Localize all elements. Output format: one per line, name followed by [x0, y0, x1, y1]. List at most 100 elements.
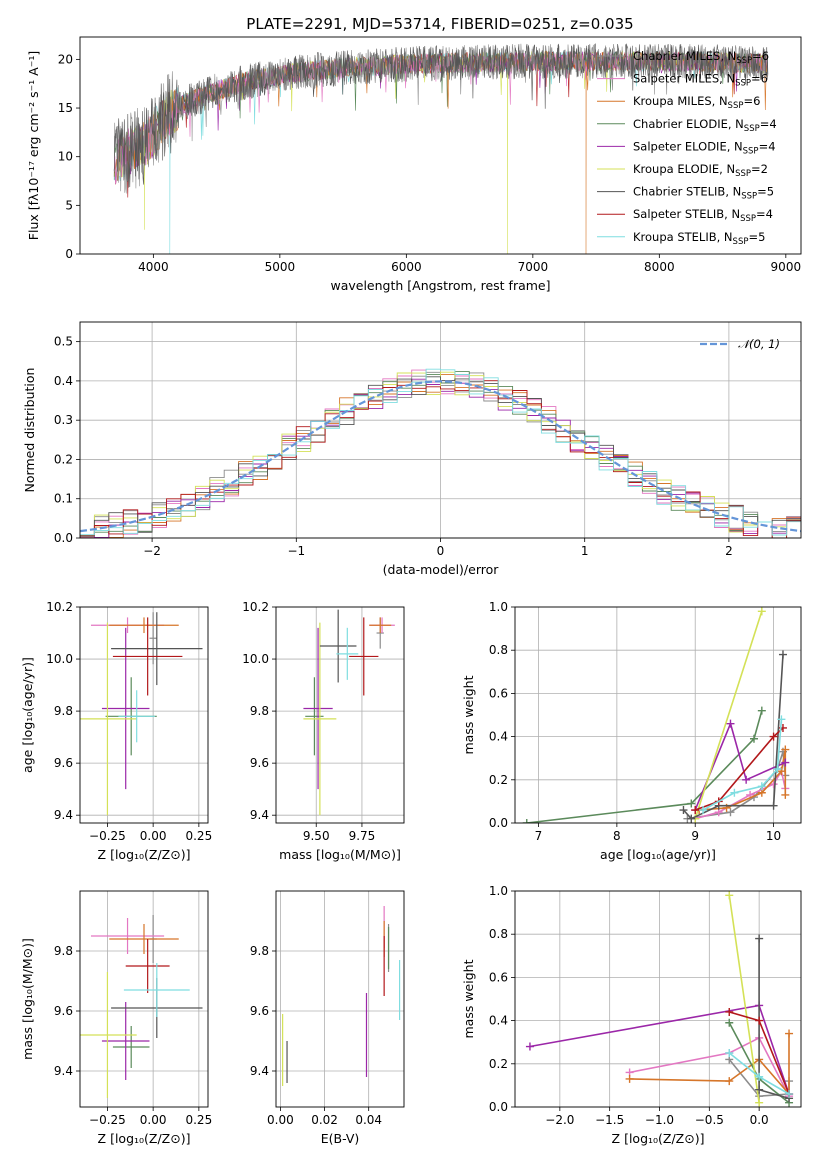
residuals-xtick-label: −1	[287, 544, 305, 558]
weight_vs_Z-xtick-label: −1.0	[645, 1113, 674, 1127]
mass_vs_Z-point-4	[101, 1002, 150, 1080]
spectrum-xtick-label: 8000	[644, 260, 675, 274]
spectrum-ytick-label: 5	[65, 198, 73, 212]
series-marker	[769, 801, 778, 810]
legend-entry: Kroupa MILES, NSSP=6	[633, 94, 760, 111]
age_vs_Z-point-8	[118, 690, 155, 743]
spectrum-ytick-label: 20	[58, 52, 73, 66]
age_vs_Z-xlabel: Z [log₁₀(Z/Z⊙)]	[98, 847, 191, 862]
series-line	[694, 611, 763, 819]
figure-title: PLATE=2291, MJD=53714, FIBERID=0251, z=0…	[246, 15, 633, 33]
weight_vs_age-ytick-label: 0.2	[489, 773, 508, 787]
weight_vs_Z-frame	[514, 890, 802, 1108]
residual-hist-7	[80, 380, 801, 538]
age_vs_Z-point-0	[149, 612, 157, 665]
series-marker	[725, 1049, 734, 1057]
age_vs_mass-axes: 9.50 9.75 9.4 9.6 9.8 10.0 10.2 mass [log₁₀(M/M…	[242, 600, 404, 862]
series-marker	[755, 1098, 764, 1107]
series-marker	[781, 790, 790, 799]
legend-entry: Salpeter MILES, NSSP=6	[633, 72, 768, 89]
age_vs_Z-xtick-label: 0.00	[140, 829, 167, 843]
age_vs_mass-ytick-label: 9.4	[250, 808, 269, 822]
weight_vs_Z-ylabel: mass weight	[461, 959, 476, 1038]
spectrum-lines	[113, 43, 769, 254]
mass_vs_Z-point-8	[123, 963, 190, 1017]
weight_vs_age-series-3	[522, 706, 766, 823]
residuals-ylabel: Normed distribution	[22, 368, 37, 493]
series-marker	[725, 891, 734, 900]
mass_vs_Z-xtick-label: −0.25	[89, 1113, 126, 1127]
mass_vs_ebv-ytick-label: 9.4	[250, 1064, 269, 1078]
mass_vs_ebv-ytick-label: 9.6	[250, 1004, 269, 1018]
age_vs_Z-ytick-label: 9.4	[54, 808, 73, 822]
series-marker	[755, 1072, 764, 1081]
residual-hist-8	[80, 368, 801, 536]
series-marker	[755, 934, 764, 943]
series-marker	[781, 745, 790, 754]
age_vs_mass-ytick-label: 10.2	[242, 600, 269, 614]
weight_vs_age-ytick-label: 0.8	[489, 643, 508, 657]
residuals-ytick-label: 0.1	[54, 492, 73, 506]
series-marker	[749, 734, 758, 743]
mass_vs_Z-point-1	[90, 918, 165, 954]
residuals-ytick-label: 0.3	[54, 413, 73, 427]
residuals-xtick-label: 1	[581, 544, 589, 558]
weight_vs_Z-ytick-label: 0.2	[489, 1057, 508, 1071]
mass_vs_ebv-xlabel: E(B-V)	[321, 1131, 360, 1146]
spectrum-line-6	[113, 43, 769, 188]
age_vs_Z-points	[80, 612, 203, 816]
series-marker	[525, 1042, 534, 1051]
weight_vs_age-series-8	[699, 715, 786, 815]
weight_vs_Z-xtick-label: −2.0	[545, 1113, 574, 1127]
legend-entry: Salpeter STELIB, NSSP=4	[633, 207, 773, 224]
age_vs_mass-ytick-label: 9.6	[250, 756, 269, 770]
residuals-ytick-label: 0.5	[54, 335, 73, 349]
series-marker	[691, 806, 700, 815]
weight_vs_age-ylabel: mass weight	[461, 675, 476, 754]
series-marker	[769, 780, 778, 789]
age_vs_Z-ylabel: age [log₁₀(age/yr)]	[20, 657, 35, 773]
mass_vs_Z-ytick-label: 9.8	[54, 944, 73, 958]
age_vs_mass-xlabel: mass [log₁₀(M/M⊙)]	[279, 847, 401, 862]
weight_vs_age-xtick-label: 10	[766, 829, 781, 843]
weight_vs_age-ytick-label: 1.0	[489, 600, 508, 614]
age_vs_mass-ytick-label: 9.8	[250, 704, 269, 718]
series-line	[629, 1036, 790, 1097]
weight_vs_Z-xtick-label: −0.5	[695, 1113, 724, 1127]
weight_vs_Z-axes: −2.0 −1.5 −1.0 −0.5 0.0 0.0 0.2 0.4 0.6 0.8 1.0 Z […	[461, 884, 801, 1146]
spectrum-xtick-label: 7000	[518, 260, 549, 274]
residuals-xtick-label: 2	[725, 544, 733, 558]
gaussian-legend-label: 𝒩(0, 1)	[738, 337, 780, 351]
weight_vs_age-ytick-label: 0.0	[489, 816, 508, 830]
age_vs_Z-ytick-label: 10.0	[46, 652, 73, 666]
age_vs_mass-point-7	[349, 617, 379, 696]
age_vs_mass-xtick-label: 9.50	[303, 829, 330, 843]
spectrum-xtick-label: 6000	[391, 260, 422, 274]
mass_vs_Z-point-7	[125, 939, 170, 993]
residual-hists	[80, 368, 801, 538]
residual-hist-6	[80, 376, 801, 536]
series-marker	[679, 806, 688, 815]
residuals-xtick-label: 0	[437, 544, 445, 558]
weight_vs_Z-ytick-label: 0.8	[489, 927, 508, 941]
weight_vs_Z-xtick-label: −1.5	[595, 1113, 624, 1127]
weight_vs_Z-ytick-label: 0.6	[489, 970, 508, 984]
spectrum-ylabel: Flux [fλ10⁻¹⁷ erg cm⁻² s⁻¹ A⁻¹]	[26, 51, 41, 240]
spectrum-ytick-label: 10	[58, 150, 73, 164]
mass_vs_Z-points	[80, 915, 203, 1098]
series-marker	[757, 782, 766, 791]
legend-entry: Chabrier MILES, NSSP=6	[633, 49, 769, 66]
spectrum-xtick-label: 4000	[138, 260, 169, 274]
spectrum-xlabel: wavelength [Angstrom, rest frame]	[330, 278, 550, 293]
age_vs_Z-point-7	[112, 617, 183, 696]
spectrum-xtick-label: 5000	[265, 260, 296, 274]
weight_vs_Z-xtick-label: 0.0	[750, 1113, 769, 1127]
gaussian-curve	[80, 380, 801, 533]
series-marker	[778, 650, 787, 659]
mass_vs_Z-ytick-label: 9.6	[54, 1004, 73, 1018]
series-marker	[522, 819, 531, 823]
series-marker	[725, 1007, 734, 1016]
residuals-ytick-label: 0.2	[54, 452, 73, 466]
age_vs_Z-xtick-label: 0.25	[185, 829, 212, 843]
series-marker	[785, 1090, 794, 1099]
